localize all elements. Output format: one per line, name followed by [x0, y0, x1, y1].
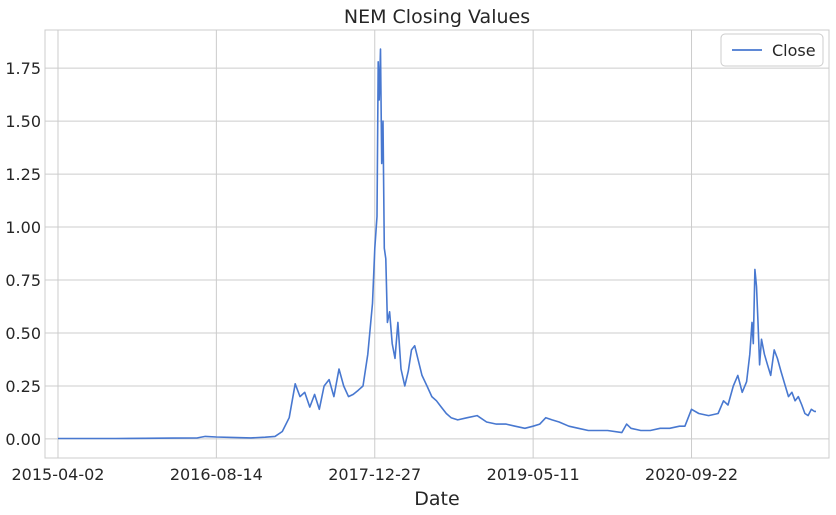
x-tick-label: 2015-04-02 [11, 465, 104, 484]
y-tick-label: 0.75 [5, 271, 41, 290]
y-tick-label: 0.00 [5, 430, 41, 449]
y-tick-label: 1.50 [5, 112, 41, 131]
y-tick-label: 0.25 [5, 377, 41, 396]
legend-label-close: Close [772, 41, 816, 60]
y-tick-label: 1.75 [5, 59, 41, 78]
series-line-close [58, 48, 816, 440]
y-tick-labels: 0.00 0.25 0.50 0.75 1.00 1.25 1.50 1.75 [5, 59, 41, 449]
x-tick-label: 2019-05-11 [487, 465, 580, 484]
x-tick-labels: 2015-04-02 2016-08-14 2017-12-27 2019-05-11… [11, 465, 738, 484]
x-tick-label: 2016-08-14 [170, 465, 263, 484]
chart-title: NEM Closing Values [344, 6, 530, 28]
y-tick-label: 1.00 [5, 218, 41, 237]
plot-area [44, 29, 830, 459]
x-tick-label: 2020-09-22 [645, 465, 738, 484]
legend-box [720, 33, 824, 67]
legend: Close [720, 33, 824, 67]
y-tick-label: 1.25 [5, 165, 41, 184]
y-tick-label: 0.50 [5, 324, 41, 343]
series-group [58, 48, 816, 440]
x-tick-label: 2017-12-27 [328, 465, 421, 484]
x-axis-label: Date [414, 488, 459, 510]
y-gridlines [45, 67, 829, 440]
